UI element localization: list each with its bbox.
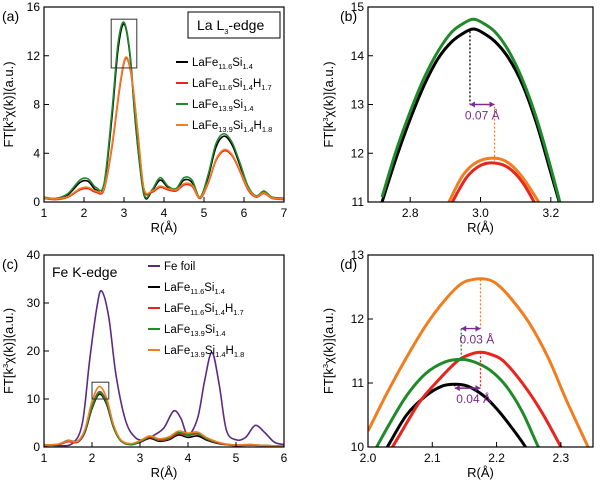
- panel-label: (b): [340, 8, 357, 24]
- arrow-head-left-1: [454, 385, 460, 392]
- y-tick-label: 20: [27, 344, 41, 358]
- x-tick-label: 2.1: [424, 451, 441, 465]
- annotation-text-0: 0.07 Å: [465, 108, 500, 123]
- x-tick-label: 4: [185, 451, 192, 465]
- edge-label: Fe K-edge: [52, 264, 118, 280]
- y-axis-label: FT[k3χ(k)](a.u.): [1, 308, 16, 394]
- x-tick-label: 6: [241, 206, 248, 220]
- legend-entry-3: LaFe13.9Si1.4H1.8: [192, 120, 272, 134]
- series-line-2: [451, 161, 536, 202]
- series-line-0: [385, 382, 528, 447]
- series-line-0: [380, 27, 561, 202]
- legend-entry-2: LaFe13.9Si1.4: [192, 99, 254, 113]
- series-line-3: [368, 277, 590, 447]
- x-tick-label: 3.0: [472, 206, 489, 220]
- annotation-text-1: 0.04 Å: [456, 391, 491, 406]
- y-tick-label: 12: [27, 49, 41, 63]
- x-tick-label: 1: [41, 451, 48, 465]
- x-tick-label: 3.2: [542, 206, 559, 220]
- x-tick-label: 3: [121, 206, 128, 220]
- series-line-1: [380, 17, 562, 202]
- x-tick-label: 5: [233, 451, 240, 465]
- y-tick-label: 40: [27, 248, 41, 262]
- y-tick-label: 13: [351, 98, 365, 112]
- y-tick-label: 12: [351, 146, 365, 160]
- edge-label-box: [187, 11, 281, 39]
- series-line-0: [44, 23, 284, 200]
- panel-b: 0.07 Å 2.8 3.0 3.2 11 12 13 14 15 R(Å) FT[k3χ(k)](…: [321, 0, 594, 235]
- series-group: [380, 17, 562, 202]
- legend-entry-0: Fe foil: [164, 261, 195, 273]
- inset-box: [110, 18, 138, 69]
- y-axis-label: FT[k3χ(k)](a.u.): [321, 61, 336, 147]
- y-tick-label: 0: [33, 440, 40, 454]
- series-line-2: [44, 21, 284, 200]
- panel-label: (a): [2, 8, 19, 24]
- panel-label: (c): [2, 256, 18, 272]
- x-axis-label: R(Å): [467, 465, 494, 480]
- y-tick-label: 0: [33, 195, 40, 209]
- x-tick-label: 2.2: [488, 451, 505, 465]
- x-tick-label: 3: [137, 451, 144, 465]
- y-tick-label: 4: [33, 146, 40, 160]
- series-group: [44, 289, 284, 447]
- x-tick-label: 4: [161, 206, 168, 220]
- series-line-3: [447, 156, 541, 202]
- legend-entry-4: LaFe13.9Si1.4H1.8: [164, 345, 244, 359]
- y-tick-label: 30: [27, 296, 41, 310]
- inset-box: [91, 381, 110, 400]
- plot-frame: [367, 254, 594, 448]
- y-axis-label: FT[k3χ(k)](a.u.): [1, 61, 16, 147]
- series-group: [368, 277, 590, 447]
- x-axis-label: R(Å): [151, 220, 178, 235]
- series-line-2: [374, 357, 541, 447]
- y-tick-label: 11: [352, 195, 365, 209]
- y-tick-label: 11: [352, 376, 365, 390]
- series-line-0: [44, 289, 284, 447]
- x-tick-label: 2.3: [553, 451, 570, 465]
- edge-label: La L3-edge: [197, 17, 264, 36]
- legend-entry-0: LaFe11.6Si1.4: [192, 57, 253, 71]
- arrow-head-right-0: [475, 325, 481, 332]
- y-tick-label: 16: [27, 0, 41, 14]
- panel-d: 0.03 Å 0.04 Å 2.0 2.1 2.2 2.3 10 11 12 13 R(Å) FT[k…: [321, 248, 594, 480]
- x-tick-label: 2.0: [360, 451, 377, 465]
- y-tick-label: 10: [27, 392, 41, 406]
- y-tick-label: 8: [33, 98, 40, 112]
- legend-entry-2: LaFe11.6Si1.4H1.7: [164, 303, 244, 317]
- x-tick-label: 2.8: [402, 206, 419, 220]
- annotation-text-0: 0.03 Å: [460, 332, 495, 347]
- x-tick-label: 1: [41, 206, 48, 220]
- x-axis-label: R(Å): [467, 220, 494, 235]
- x-axis-label: R(Å): [151, 465, 178, 480]
- series-line-4: [44, 385, 284, 447]
- series-group: [44, 21, 284, 201]
- legend-entry-3: LaFe13.9Si1.4: [164, 324, 226, 338]
- x-tick-label: 2: [89, 451, 96, 465]
- y-tick-label: 15: [351, 0, 365, 14]
- x-tick-label: 5: [201, 206, 208, 220]
- arrow-head-left-0: [469, 101, 475, 108]
- x-tick-label: 2: [81, 206, 88, 220]
- y-tick-label: 12: [351, 312, 365, 326]
- legend-entry-1: LaFe11.6Si1.4: [164, 282, 225, 296]
- arrow-head-left-0: [461, 325, 467, 332]
- panel-c: 1 2 3 4 5 6 0 10 20 30 40 R(Å) FT[k3χ(k)](a.u.) (c) Fe…: [1, 248, 288, 480]
- arrow-head-right-0: [489, 101, 495, 108]
- panel-label: (d): [340, 256, 357, 272]
- x-tick-label: 6: [281, 451, 288, 465]
- x-tick-label: 7: [281, 206, 288, 220]
- panel-a: 1 2 3 4 5 6 70481216R(Å)FT[k3χ(k)](a.u.)(a)La …: [1, 0, 288, 235]
- y-tick-label: 14: [351, 49, 365, 63]
- arrow-head-right-1: [475, 385, 481, 392]
- legend-entry-1: LaFe11.6Si1.4H1.7: [192, 78, 272, 92]
- y-tick-label: 13: [351, 248, 365, 262]
- y-tick-label: 10: [351, 440, 365, 454]
- series-line-3: [44, 56, 284, 200]
- y-axis-label: FT[k3χ(k)](a.u.): [321, 308, 336, 394]
